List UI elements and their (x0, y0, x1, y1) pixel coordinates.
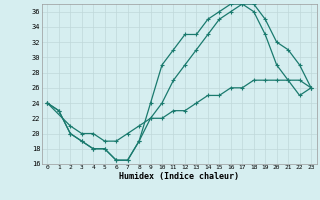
X-axis label: Humidex (Indice chaleur): Humidex (Indice chaleur) (119, 172, 239, 181)
